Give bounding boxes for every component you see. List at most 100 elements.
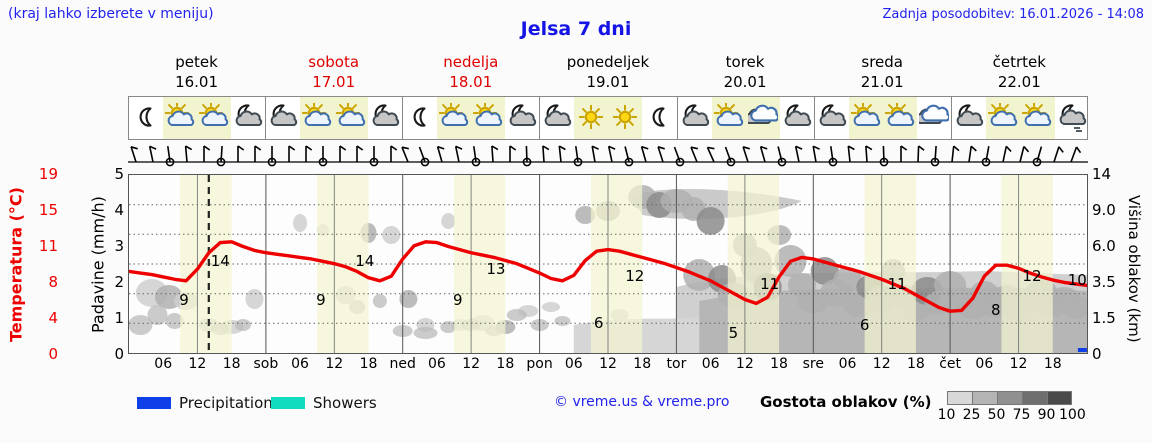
cloud-icon bbox=[917, 97, 951, 139]
precipitation-tick-2: 3 bbox=[114, 237, 124, 255]
moon-cloud-icon bbox=[505, 97, 539, 139]
precipitation-tick-4: 1 bbox=[114, 309, 124, 327]
day-name: sreda bbox=[861, 53, 903, 71]
day-header-5: sreda 21.01 bbox=[814, 52, 951, 94]
sun-cloud-icon bbox=[197, 97, 232, 139]
sun-cloud-icon bbox=[300, 97, 335, 139]
moon-cloud-icon bbox=[952, 97, 986, 139]
time-axis: 06 12 18 sob 06 12 18 ned 06 12 18 pon 06 12 18 tor 06 12… bbox=[128, 356, 1088, 376]
time-tick-7: ned bbox=[389, 356, 416, 372]
sun-cloud-icon bbox=[711, 97, 746, 139]
day-date: 16.01 bbox=[175, 73, 219, 91]
cloud-density-number-3: 75 bbox=[1012, 407, 1031, 423]
moon-cloud-icon bbox=[678, 97, 712, 139]
cloud-density-number-2: 50 bbox=[987, 407, 1006, 423]
time-tick-15: tor bbox=[666, 356, 687, 372]
menu-hint-text: (kraj lahko izberete v meniju) bbox=[8, 6, 214, 22]
cloud-height-tick-5: 0 bbox=[1092, 345, 1102, 363]
time-tick-14: 18 bbox=[633, 356, 652, 372]
cloud-height-tick-1: 9.0 bbox=[1092, 201, 1116, 219]
cloud-height-tick-3: 3.5 bbox=[1092, 273, 1116, 291]
time-tick-10: 18 bbox=[496, 356, 515, 372]
temperature-tick-1: 15 bbox=[38, 201, 58, 219]
day-name: torek bbox=[725, 53, 765, 71]
temperature-tick-5: 0 bbox=[48, 345, 58, 363]
cloud-density-gradient bbox=[947, 391, 1072, 405]
time-tick-2: 18 bbox=[222, 356, 241, 372]
day-header-0: petek 16.01 bbox=[128, 52, 265, 94]
time-tick-25: 12 bbox=[1009, 356, 1028, 372]
cloud-height-axis-ticks: 14 9.0 6.0 3.5 1.5 0 bbox=[1092, 165, 1126, 363]
time-tick-17: 12 bbox=[735, 356, 754, 372]
temperature-tick-2: 11 bbox=[38, 237, 58, 255]
temperature-tick-3: 8 bbox=[48, 273, 58, 291]
time-tick-3: sob bbox=[253, 356, 279, 372]
day-header-2: nedelja 18.01 bbox=[402, 52, 539, 94]
day-header-6: četrtek 22.01 bbox=[951, 52, 1088, 94]
time-tick-16: 06 bbox=[701, 356, 720, 372]
sun-cloud-icon bbox=[163, 97, 198, 139]
day-name: ponedeljek bbox=[566, 53, 650, 71]
time-tick-4: 06 bbox=[291, 356, 309, 372]
precipitation-tick-1: 4 bbox=[114, 201, 124, 219]
cloud-density-step-4 bbox=[1047, 391, 1072, 405]
cloud-density-step-3 bbox=[1022, 391, 1047, 405]
time-tick-20: 06 bbox=[838, 356, 857, 372]
sun-clear-icon bbox=[608, 97, 643, 139]
credit-link[interactable]: © vreme.us & vreme.pro bbox=[554, 394, 730, 410]
time-tick-18: 18 bbox=[770, 356, 788, 372]
cloud-height-tick-4: 1.5 bbox=[1092, 309, 1116, 327]
day-name: četrtek bbox=[992, 53, 1046, 71]
temperature-tick-0: 19 bbox=[38, 165, 58, 183]
day-header-row: petek 16.01 sobota 17.01 nedelja 18.01 ponedel… bbox=[128, 52, 1088, 94]
wind-barb-row bbox=[128, 140, 1088, 174]
moon-clear-icon bbox=[129, 97, 163, 139]
page-title: Jelsa 7 dni bbox=[520, 18, 632, 40]
cloud-density-step-1 bbox=[972, 391, 997, 405]
day-date: 19.01 bbox=[586, 73, 630, 91]
weather-icon-row bbox=[128, 96, 1088, 140]
day-header-3: ponedeljek 19.01 bbox=[539, 52, 676, 94]
precipitation-swatch bbox=[137, 396, 171, 409]
icon-day-3 bbox=[540, 97, 678, 139]
icon-day-0 bbox=[129, 97, 267, 139]
icon-day-4 bbox=[678, 97, 815, 139]
showers-legend-label: Showers bbox=[313, 393, 377, 412]
cloud-density-number-5: 100 bbox=[1059, 407, 1086, 423]
sun-cloud-icon bbox=[986, 97, 1021, 139]
sun-cloud-icon bbox=[1020, 97, 1055, 139]
day-date: 20.01 bbox=[723, 73, 767, 91]
time-tick-12: 06 bbox=[564, 356, 583, 372]
icon-day-6 bbox=[952, 97, 1089, 139]
precipitation-axis-title: Padavine (mm/h) bbox=[88, 196, 108, 334]
precipitation-tick-5: 0 bbox=[114, 345, 124, 363]
time-tick-26: 18 bbox=[1043, 356, 1062, 372]
time-tick-9: 12 bbox=[462, 356, 481, 372]
time-tick-0: 06 bbox=[154, 356, 173, 372]
forecast-plot-svg bbox=[129, 175, 1087, 353]
moon-cloud-icon bbox=[266, 97, 300, 139]
cloud-density-step-2 bbox=[997, 391, 1022, 405]
moon-cloud-icon bbox=[540, 97, 574, 139]
last-updated-text: Zadnja posodobitev: 16.01.2026 - 14:08 bbox=[882, 7, 1144, 22]
sun-cloud-icon bbox=[334, 97, 369, 139]
day-header-1: sobota 17.01 bbox=[265, 52, 402, 94]
cloud-density-scale-numbers: 10 25 50 75 90 100 bbox=[934, 407, 1086, 423]
time-tick-21: 12 bbox=[872, 356, 891, 372]
cloud-height-axis-title: Višina oblakov (km) bbox=[1125, 195, 1143, 343]
sun-cloud-icon bbox=[882, 97, 917, 139]
time-tick-13: 12 bbox=[599, 356, 617, 372]
header-bar: (kraj lahko izberete v meniju) Jelsa 7 d… bbox=[0, 0, 1152, 40]
day-header-4: torek 20.01 bbox=[677, 52, 814, 94]
moon-clear-icon bbox=[403, 97, 437, 139]
time-tick-19: sre bbox=[802, 356, 824, 372]
sun-cloud-icon bbox=[471, 97, 506, 139]
temperature-axis-ticks: 19 15 11 8 4 0 bbox=[32, 165, 60, 363]
day-date: 17.01 bbox=[312, 73, 356, 91]
temperature-axis-title: Temperatura (°C) bbox=[6, 187, 26, 343]
day-date: 18.01 bbox=[449, 73, 493, 91]
day-date: 22.01 bbox=[997, 73, 1041, 91]
cloud-icon bbox=[745, 97, 780, 139]
moon-cloud-icon bbox=[231, 97, 265, 139]
showers-swatch bbox=[271, 396, 305, 409]
